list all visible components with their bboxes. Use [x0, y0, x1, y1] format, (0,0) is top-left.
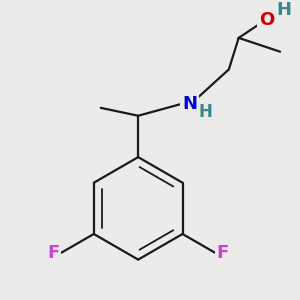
- Text: H: H: [277, 1, 292, 19]
- Text: F: F: [217, 244, 229, 262]
- Text: F: F: [47, 244, 60, 262]
- Text: O: O: [259, 11, 274, 29]
- Text: N: N: [182, 95, 197, 113]
- Text: H: H: [198, 103, 212, 121]
